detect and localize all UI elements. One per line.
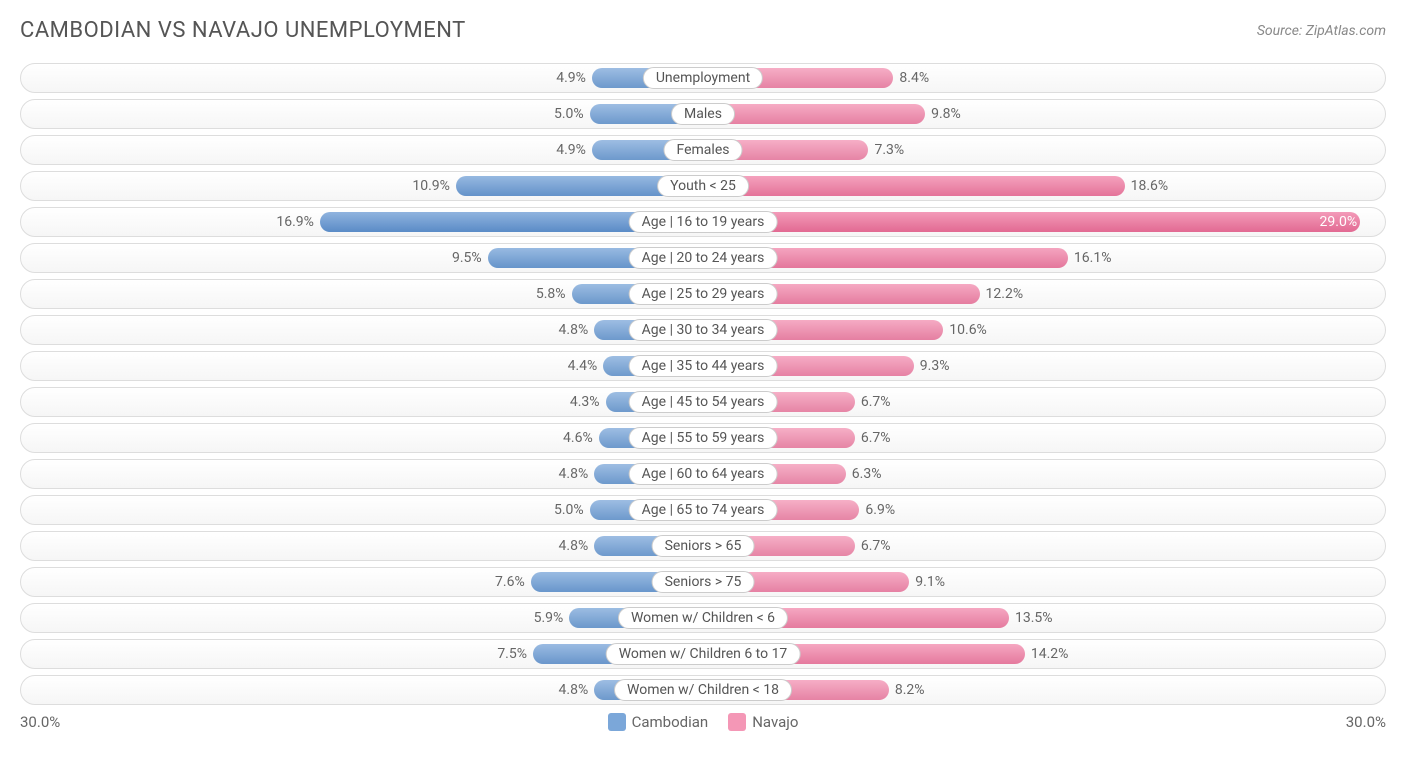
right-value: 9.8%	[931, 106, 961, 122]
category-label: Age | 16 to 19 years	[629, 211, 778, 233]
legend-label-left: Cambodian	[632, 713, 709, 731]
legend-label-right: Navajo	[752, 713, 798, 731]
chart-row: 5.0% 9.8% Males	[20, 99, 1386, 129]
category-label: Age | 60 to 64 years	[629, 463, 778, 485]
category-label: Age | 35 to 44 years	[629, 355, 778, 377]
chart-row: 16.9% 29.0% Age | 16 to 19 years	[20, 207, 1386, 237]
category-label: Age | 45 to 54 years	[629, 391, 778, 413]
chart-row: 7.6% 9.1% Seniors > 75	[20, 567, 1386, 597]
left-value: 4.8%	[559, 538, 589, 554]
left-value: 5.8%	[536, 286, 566, 302]
right-value: 6.7%	[861, 430, 891, 446]
category-label: Age | 25 to 29 years	[629, 283, 778, 305]
chart-row: 4.6% 6.7% Age | 55 to 59 years	[20, 423, 1386, 453]
category-label: Youth < 25	[657, 175, 749, 197]
legend: Cambodian Navajo	[608, 713, 799, 731]
chart-row: 5.8% 12.2% Age | 25 to 29 years	[20, 279, 1386, 309]
chart-row: 10.9% 18.6% Youth < 25	[20, 171, 1386, 201]
category-label: Seniors > 65	[652, 535, 755, 557]
right-bar	[703, 176, 1125, 196]
legend-swatch-right	[728, 713, 746, 731]
left-value: 4.9%	[556, 142, 586, 158]
category-label: Females	[664, 139, 743, 161]
category-label: Women w/ Children < 18	[614, 679, 792, 701]
left-value: 7.6%	[495, 574, 525, 590]
left-value: 4.8%	[559, 322, 589, 338]
chart-row: 9.5% 16.1% Age | 20 to 24 years	[20, 243, 1386, 273]
right-value: 12.2%	[986, 286, 1024, 302]
right-value: 7.3%	[874, 142, 904, 158]
left-value: 5.0%	[554, 106, 584, 122]
left-value: 5.9%	[534, 610, 564, 626]
left-value: 4.4%	[568, 358, 598, 374]
chart-row: 4.8% 10.6% Age | 30 to 34 years	[20, 315, 1386, 345]
right-value: 8.4%	[899, 70, 929, 86]
right-bar	[703, 104, 925, 124]
left-value: 16.9%	[276, 214, 314, 230]
chart-row: 4.9% 8.4% Unemployment	[20, 63, 1386, 93]
right-value: 9.1%	[915, 574, 945, 590]
category-label: Seniors > 75	[652, 571, 755, 593]
right-value: 9.3%	[920, 358, 950, 374]
right-value: 10.6%	[949, 322, 987, 338]
chart-row: 5.9% 13.5% Women w/ Children < 6	[20, 603, 1386, 633]
chart-footer: 30.0% Cambodian Navajo 30.0%	[20, 713, 1386, 731]
left-value: 4.9%	[556, 70, 586, 86]
left-value: 9.5%	[452, 250, 482, 266]
right-value: 6.9%	[865, 502, 895, 518]
category-label: Age | 30 to 34 years	[629, 319, 778, 341]
right-value: 6.7%	[861, 538, 891, 554]
chart-row: 4.8% 8.2% Women w/ Children < 18	[20, 675, 1386, 705]
category-label: Males	[671, 103, 735, 125]
chart-row: 7.5% 14.2% Women w/ Children 6 to 17	[20, 639, 1386, 669]
category-label: Women w/ Children 6 to 17	[606, 643, 801, 665]
scale-left-label: 30.0%	[20, 713, 60, 731]
right-value: 16.1%	[1074, 250, 1112, 266]
left-value: 5.0%	[554, 502, 584, 518]
category-label: Women w/ Children < 6	[618, 607, 788, 629]
chart-row: 4.8% 6.7% Seniors > 65	[20, 531, 1386, 561]
left-value: 4.6%	[563, 430, 593, 446]
category-label: Age | 20 to 24 years	[629, 247, 778, 269]
legend-swatch-left	[608, 713, 626, 731]
chart-row: 4.4% 9.3% Age | 35 to 44 years	[20, 351, 1386, 381]
left-value: 4.3%	[570, 394, 600, 410]
right-value: 8.2%	[895, 682, 925, 698]
legend-item-left: Cambodian	[608, 713, 709, 731]
right-bar	[703, 212, 1360, 232]
chart-row: 4.9% 7.3% Females	[20, 135, 1386, 165]
chart-source: Source: ZipAtlas.com	[1257, 23, 1386, 39]
left-value: 4.8%	[559, 466, 589, 482]
category-label: Unemployment	[643, 67, 763, 89]
right-value: 6.7%	[861, 394, 891, 410]
diverging-bar-chart: 4.9% 8.4% Unemployment 5.0% 9.8%	[20, 63, 1386, 705]
left-value: 10.9%	[412, 178, 450, 194]
scale-right-label: 30.0%	[1346, 713, 1386, 731]
chart-row: 5.0% 6.9% Age | 65 to 74 years	[20, 495, 1386, 525]
legend-item-right: Navajo	[728, 713, 798, 731]
chart-row: 4.8% 6.3% Age | 60 to 64 years	[20, 459, 1386, 489]
chart-header: CAMBODIAN VS NAVAJO UNEMPLOYMENT Source:…	[20, 18, 1386, 43]
category-label: Age | 55 to 59 years	[629, 427, 778, 449]
left-value: 7.5%	[497, 646, 527, 662]
category-label: Age | 65 to 74 years	[629, 499, 778, 521]
left-value: 4.8%	[559, 682, 589, 698]
right-value: 18.6%	[1131, 178, 1169, 194]
chart-title: CAMBODIAN VS NAVAJO UNEMPLOYMENT	[20, 18, 466, 43]
right-value: 14.2%	[1031, 646, 1069, 662]
right-value: 29.0%	[1320, 214, 1358, 230]
chart-row: 4.3% 6.7% Age | 45 to 54 years	[20, 387, 1386, 417]
right-value: 6.3%	[852, 466, 882, 482]
right-value: 13.5%	[1015, 610, 1053, 626]
